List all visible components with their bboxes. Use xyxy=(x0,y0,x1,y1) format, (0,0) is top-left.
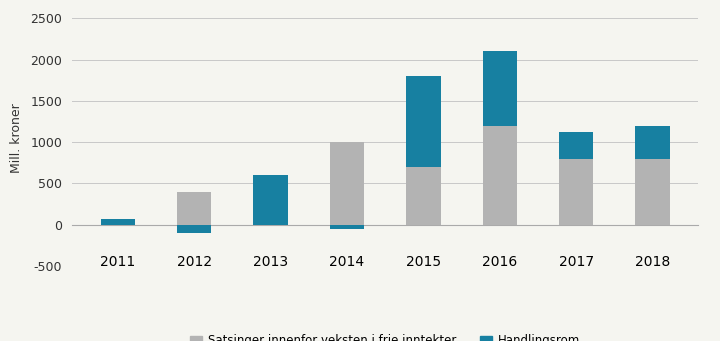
Y-axis label: Mill. kroner: Mill. kroner xyxy=(11,103,24,173)
Bar xyxy=(101,219,135,225)
Bar xyxy=(177,192,212,225)
Legend: Satsinger innenfor veksten i frie inntekter, Handlingsrom: Satsinger innenfor veksten i frie inntek… xyxy=(186,330,585,341)
Bar xyxy=(635,126,670,159)
Bar xyxy=(482,126,517,225)
Bar xyxy=(330,142,364,225)
Bar xyxy=(253,175,288,225)
Bar xyxy=(177,225,212,233)
Bar xyxy=(406,76,441,167)
Bar xyxy=(559,132,593,159)
Bar xyxy=(330,225,364,229)
Bar xyxy=(559,159,593,225)
Bar xyxy=(482,51,517,126)
Bar xyxy=(406,167,441,225)
Bar xyxy=(635,159,670,225)
